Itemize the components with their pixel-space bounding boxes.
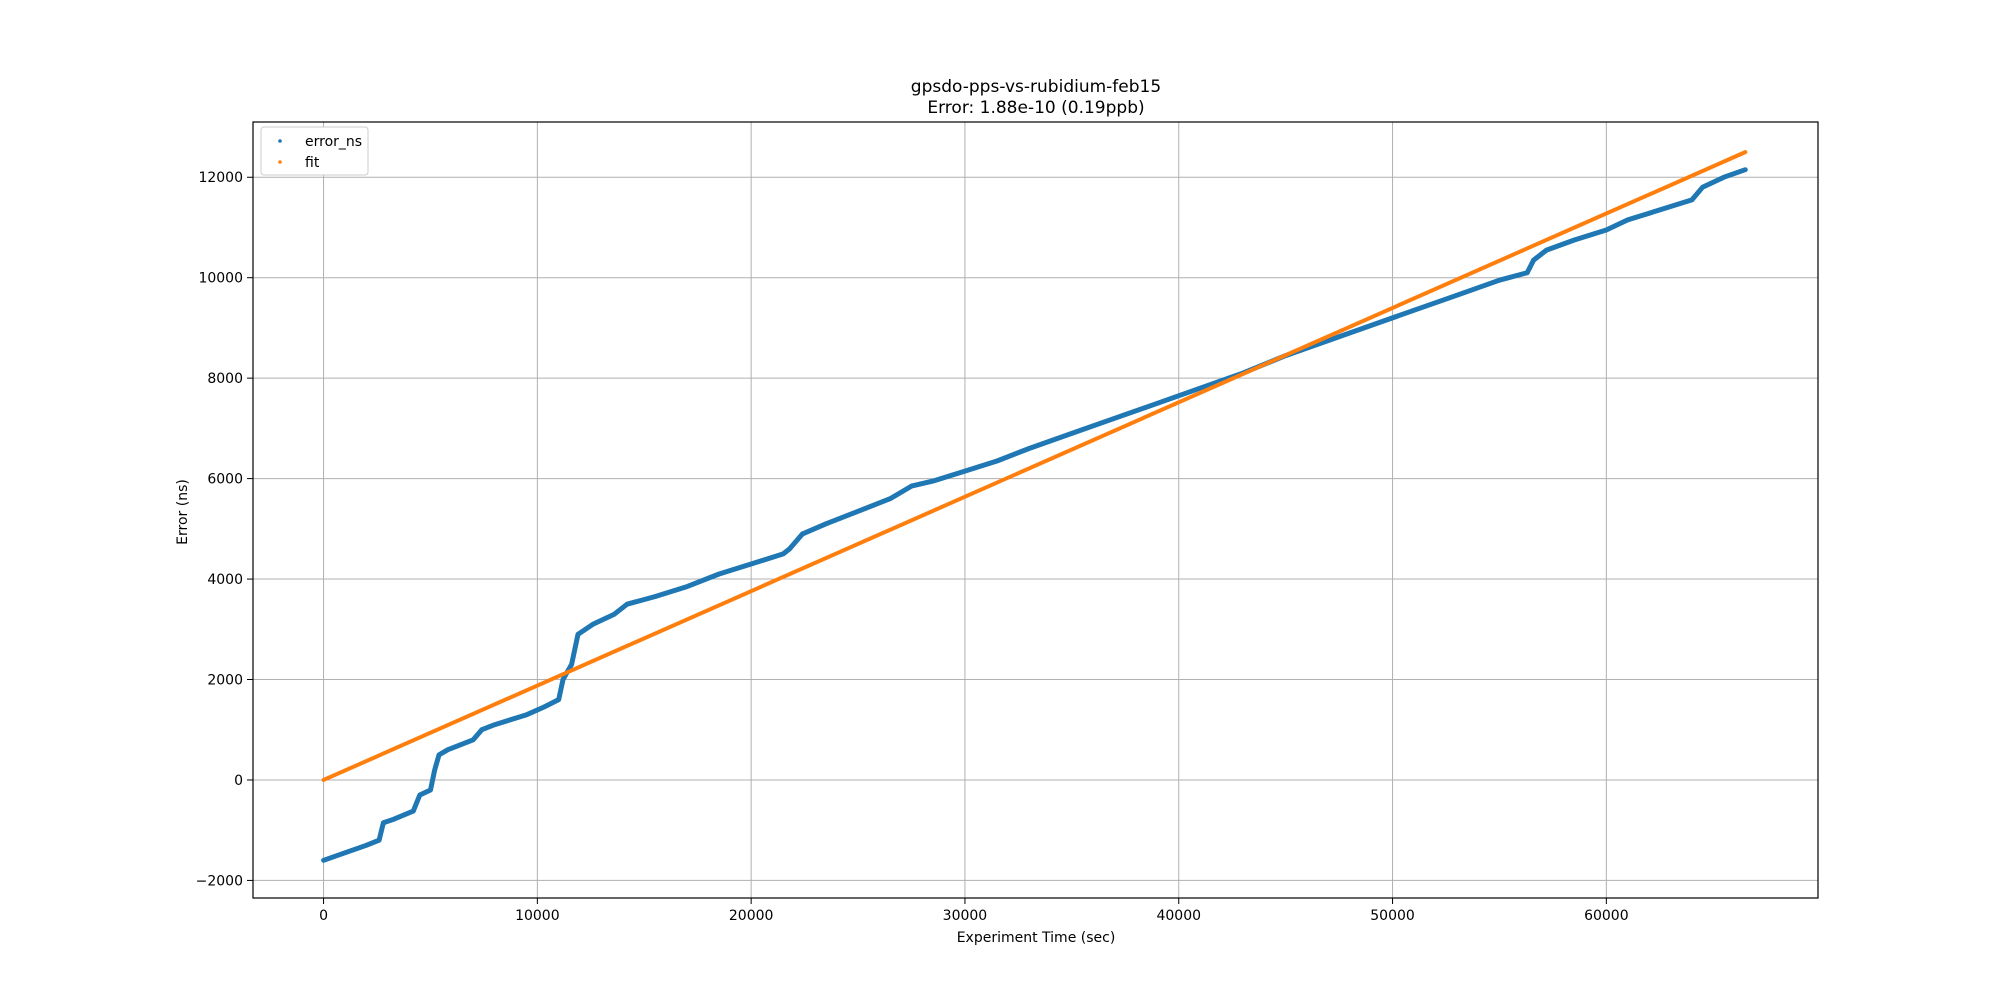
legend: error_ns fit <box>260 126 369 176</box>
data-point <box>652 594 658 599</box>
data-point <box>1497 278 1502 283</box>
x-tick-label: 0 <box>319 908 328 924</box>
data-point <box>471 737 476 742</box>
x-tick-label: 30000 <box>943 908 988 924</box>
data-point <box>492 722 497 727</box>
data-point <box>342 850 348 855</box>
data-point <box>1368 323 1374 328</box>
data-point <box>1026 446 1032 451</box>
data-point <box>1657 207 1662 213</box>
x-tick-label: 10000 <box>515 908 560 924</box>
chart-title: gpsdo-pps-vs-rubidium-feb15 <box>911 77 1161 97</box>
y-tick-label: 6000 <box>207 472 243 488</box>
legend-marker-error-ns <box>278 139 282 143</box>
data-point <box>1326 338 1331 343</box>
data-point <box>612 612 617 617</box>
y-tick-label: 12000 <box>198 170 243 186</box>
data-point <box>376 838 382 843</box>
data-point <box>781 551 786 557</box>
legend-label-fit: fit <box>305 155 320 171</box>
x-tick-label: 60000 <box>1584 908 1629 924</box>
data-point <box>1069 431 1075 436</box>
x-axis: 0 10000 20000 30000 40000 50000 60000 <box>319 898 1629 924</box>
data-point <box>569 662 574 667</box>
data-point <box>428 787 433 793</box>
data-point <box>436 752 442 758</box>
data-point <box>1155 401 1160 406</box>
x-tick-label: 20000 <box>729 908 774 924</box>
data-point <box>381 820 386 825</box>
data-point <box>556 697 561 702</box>
data-point <box>411 808 416 814</box>
data-point <box>364 843 369 848</box>
data-point <box>391 816 397 822</box>
data-point <box>1743 167 1748 172</box>
data-point <box>1604 227 1609 233</box>
data-point <box>1721 175 1727 180</box>
data-point <box>684 584 690 589</box>
data-point <box>1700 185 1705 190</box>
data-point <box>855 509 861 514</box>
x-tick-label: 50000 <box>1370 908 1415 924</box>
data-point <box>524 712 529 717</box>
legend-label-error-ns: error_ns <box>305 134 362 150</box>
plot-frame <box>252 121 1819 899</box>
data-point <box>994 458 1000 464</box>
data-point <box>624 601 630 607</box>
data-point <box>590 622 596 627</box>
data-point <box>1454 293 1459 298</box>
data-point <box>787 546 792 552</box>
data-point <box>1689 197 1695 203</box>
data-point <box>887 496 893 501</box>
data-point <box>716 571 722 577</box>
legend-marker-fit <box>278 160 282 164</box>
data-point <box>560 677 566 682</box>
data-point <box>930 478 936 484</box>
data-point <box>1572 237 1577 243</box>
y-tick-label: 10000 <box>198 271 243 287</box>
series-fit <box>321 150 1748 782</box>
grid-layer <box>253 122 1818 898</box>
data-point <box>321 858 326 863</box>
y-tick-label: 8000 <box>207 371 243 387</box>
series-error-ns <box>321 167 1748 863</box>
data-point <box>962 468 968 474</box>
y-axis-label: Error (ns) <box>175 479 191 545</box>
data-point <box>432 767 437 773</box>
data-point <box>417 792 422 798</box>
data-point <box>541 704 546 710</box>
series-layer <box>321 150 1748 863</box>
legend-box <box>260 126 369 176</box>
y-tick-label: 0 <box>234 773 243 789</box>
data-point <box>748 561 754 567</box>
y-axis: −2000 0 2000 4000 6000 8000 10000 12000 <box>196 170 253 889</box>
x-axis-label: Experiment Time (sec) <box>957 930 1116 946</box>
y-tick-label: 2000 <box>207 673 243 689</box>
data-point <box>800 531 805 537</box>
data-point <box>909 483 914 489</box>
data-point <box>1197 386 1203 391</box>
data-point <box>479 727 484 732</box>
data-point <box>1112 416 1117 421</box>
data-point <box>1625 217 1630 223</box>
x-tick-label: 40000 <box>1156 908 1201 924</box>
y-tick-label: 4000 <box>207 572 243 588</box>
data-point <box>1544 247 1549 253</box>
y-tick-label: −2000 <box>196 873 243 889</box>
data-point <box>1525 270 1530 275</box>
data-point <box>445 747 450 753</box>
chart-subtitle: Error: 1.88e-10 (0.19ppb) <box>927 98 1144 118</box>
data-point <box>1411 308 1417 313</box>
data-point <box>575 632 581 637</box>
fit-line <box>321 150 1748 782</box>
data-point <box>823 521 829 527</box>
data-point <box>1531 257 1536 263</box>
